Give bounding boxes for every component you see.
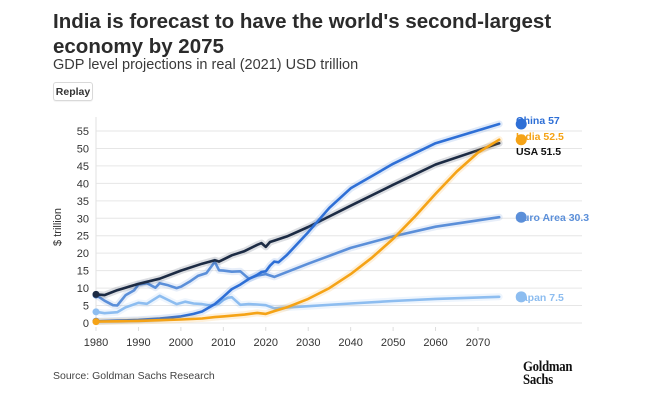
- y-tick-label: 35: [77, 196, 89, 208]
- euro-area-end-label: Euro Area 30.3: [516, 212, 589, 224]
- replay-button[interactable]: Replay: [53, 82, 93, 101]
- x-tick-label: 2000: [169, 337, 193, 349]
- euro-area-line: [94, 215, 501, 307]
- x-tick-label: 2050: [381, 337, 405, 349]
- x-tick-label: 2030: [296, 337, 320, 349]
- japan-line: [94, 294, 501, 315]
- y-tick-label: 20: [77, 248, 89, 260]
- india-start-point: [92, 318, 100, 326]
- y-tick-label: 40: [77, 178, 89, 190]
- y-axis: 0 5 10 15 20 25 30 35 40 45 50 55: [77, 126, 89, 330]
- gridlines: [95, 117, 582, 325]
- india-line: [94, 138, 501, 323]
- chart-subtitle: GDP level projections in real (2021) USD…: [53, 57, 359, 73]
- japan-end-label: Japan 7.5: [516, 292, 564, 304]
- x-tick-label: 1990: [126, 337, 150, 349]
- china-line: [94, 122, 501, 323]
- y-axis-label: $ trillion: [52, 208, 64, 246]
- x-tick-label: 2010: [211, 337, 235, 349]
- japan-start-point: [92, 308, 100, 316]
- usa-line: [94, 141, 501, 297]
- japan-end-point[interactable]: [515, 291, 527, 303]
- euro-area-end-point[interactable]: [515, 211, 527, 223]
- y-tick-label: 50: [77, 143, 89, 155]
- india-end-label: India 52.5: [516, 131, 564, 143]
- china-line-halo: [92, 120, 503, 325]
- usa-end-label: USA 51.5: [516, 146, 561, 158]
- x-axis: 1980 1990 2000 2010 2020 2030 2040 2050 2060 2070: [84, 327, 490, 349]
- x-tick-label: 2070: [466, 337, 490, 349]
- series-endpoints: Japan 7.5 Euro Area 30.3 USA 51.5 China 57 I…: [515, 115, 589, 304]
- source-note: Source: Goldman Sachs Research: [53, 370, 215, 382]
- goldman-sachs-logo: Goldman Sachs: [523, 359, 573, 388]
- y-tick-label: 5: [83, 301, 89, 313]
- x-tick-label: 2020: [254, 337, 278, 349]
- x-tick-label: 2040: [338, 337, 362, 349]
- china-end-point[interactable]: [515, 118, 527, 130]
- india-end-point[interactable]: [515, 134, 527, 146]
- y-tick-label: 15: [77, 266, 89, 278]
- usa-start-point: [92, 290, 100, 298]
- y-tick-label: 45: [77, 161, 89, 173]
- y-tick-label: 0: [83, 318, 89, 330]
- logo-line-2: Sachs: [523, 372, 553, 388]
- y-tick-label: 55: [77, 126, 89, 138]
- chart-title: India is forecast to have the world's se…: [53, 10, 552, 58]
- logo-line-1: Goldman: [523, 359, 573, 375]
- y-tick-label: 10: [77, 283, 89, 295]
- x-tick-label: 2060: [423, 337, 447, 349]
- y-tick-label: 25: [77, 231, 89, 243]
- y-tick-label: 30: [77, 213, 89, 225]
- china-end-label: China 57: [516, 115, 560, 127]
- series-lines: [92, 120, 503, 326]
- x-tick-label: 1980: [84, 337, 108, 349]
